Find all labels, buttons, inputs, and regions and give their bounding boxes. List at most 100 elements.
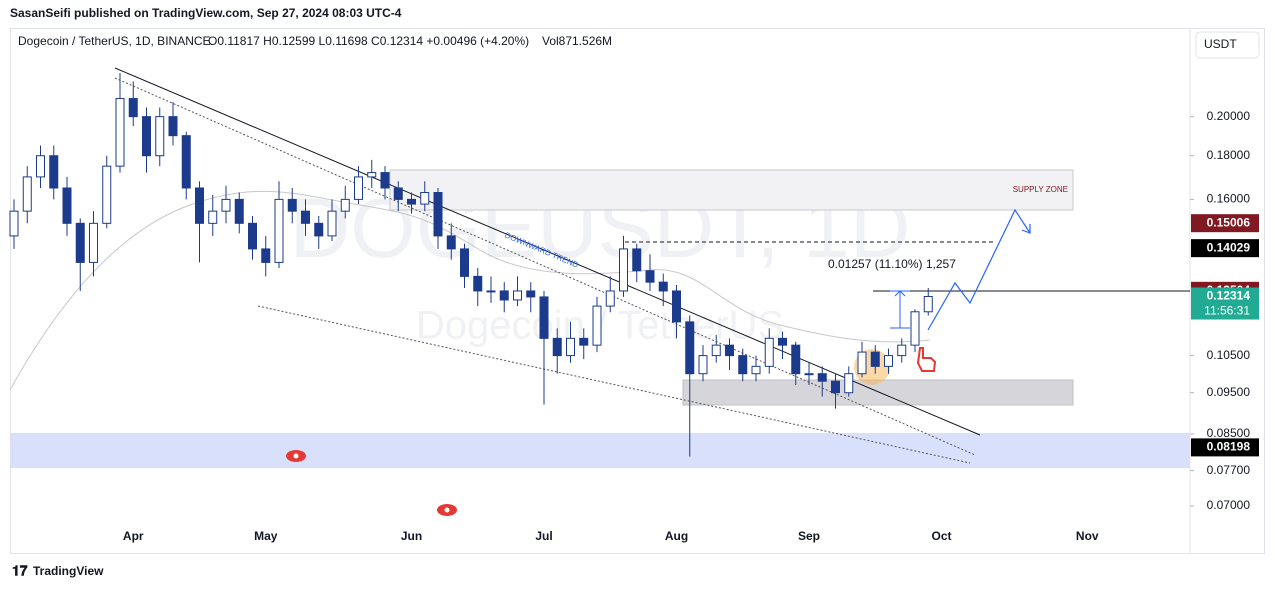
price-tick-label: 0.07000 [1207,498,1251,512]
candle-body [619,248,628,292]
price-badge [1191,287,1259,320]
candle-body [910,311,920,346]
eye-icon [286,450,306,462]
candle-body [22,176,32,212]
candle-body [49,155,59,189]
candle-body [446,235,456,250]
candle-body [102,165,112,224]
candle-body [566,337,575,357]
candle-body [340,198,350,212]
lower-channel-line [257,305,971,464]
price-badge [1191,438,1259,457]
candle-body [844,373,854,394]
candle-body [420,192,430,205]
candle-body [36,155,45,178]
price-tick-label: 0.09500 [1207,385,1251,399]
candle-body [539,296,549,339]
candle-body [605,290,615,307]
candle-body [354,176,363,200]
candle-body [897,344,907,357]
candle-body [62,187,72,224]
price-tick-label: 0.20000 [1207,109,1251,123]
currency-button-label[interactable]: USDT [1204,37,1237,51]
candle-body [168,116,178,137]
candle-body [698,355,708,375]
time-tick-label: May [254,529,278,543]
currency-button[interactable] [1195,31,1260,59]
candle-body [592,305,602,346]
time-tick-label: Jul [535,529,552,543]
candle-body [261,248,271,263]
candle-body [234,198,244,224]
candle-body [738,355,748,375]
price-tick-label: 0.08500 [1207,426,1251,440]
candle-body [221,198,231,212]
footer-brand: TradingView [33,564,104,578]
price-badge-label: 0.12314 [1207,289,1251,303]
candle-body [115,98,125,167]
candle-body [181,135,191,189]
candle-body [764,337,774,367]
candle-body [632,248,642,272]
candle-body [870,351,880,367]
candle-body [725,344,734,357]
time-tick-label: Nov [1076,529,1099,543]
measure-tool [890,290,910,329]
price-tick-label: 0.18000 [1207,148,1251,162]
candle-body [327,210,337,237]
time-tick-label: Aug [665,529,688,543]
candle-body [791,344,801,375]
candle-body [380,172,390,189]
projection-arrow [927,208,1031,331]
price-tick-label: 0.07700 [1207,463,1251,477]
candle-body [473,275,483,292]
candle-body [9,210,19,237]
candle-body [579,337,589,346]
candle-body [142,116,151,157]
price-badge-label: 0.15006 [1207,215,1251,229]
candle-body [778,337,787,346]
candle-body [751,365,761,375]
candle-body [552,337,562,357]
candle-body [817,373,827,382]
volume-legend: Vol871.526M [542,34,612,48]
candle-body [301,210,310,224]
candle-body [314,222,324,237]
price-tick-label: 0.10500 [1207,348,1251,362]
price-badge-label: 0.14029 [1207,240,1251,254]
candle-body [274,198,284,263]
candle-body [804,373,814,376]
support-zone [682,379,1074,406]
ohlc-legend: O0.11817 H0.12599 L0.11698 C0.12314 +0.0… [208,34,529,48]
candle-body [287,198,297,212]
footer-logo: 𝟏𝟕 [12,563,28,579]
candle-body [393,187,403,200]
price-badge [1191,239,1259,258]
price-badge-label: 0.08198 [1207,440,1251,454]
candle-body [711,344,721,357]
published-line: SasanSeifi published on TradingView.com,… [10,6,402,20]
time-tick-label: Sep [798,529,820,543]
moving-average [9,190,931,391]
candle-body [658,281,668,292]
candle-body [645,270,655,283]
candle-body [831,380,840,394]
candle-body [499,290,509,301]
time-tick-label: Oct [931,529,951,543]
countdown-label: 11:56:31 [1204,304,1250,318]
measure-label: 0.01257 (11.10%) 1,257 [828,257,956,271]
candle-body [407,198,416,205]
demand-zone [10,433,1190,468]
price-tick-label: 0.16000 [1207,192,1251,206]
price-badge [1191,214,1259,233]
candle-body [513,290,522,301]
candle-body [685,321,695,375]
candle-body [248,222,257,250]
symbol-legend: Dogecoin / TetherUS, 1D, BINANCE [18,34,211,48]
candle-body [89,222,98,263]
candle-body [923,296,933,313]
candle-body [884,355,893,367]
supply-zone [389,169,1074,211]
